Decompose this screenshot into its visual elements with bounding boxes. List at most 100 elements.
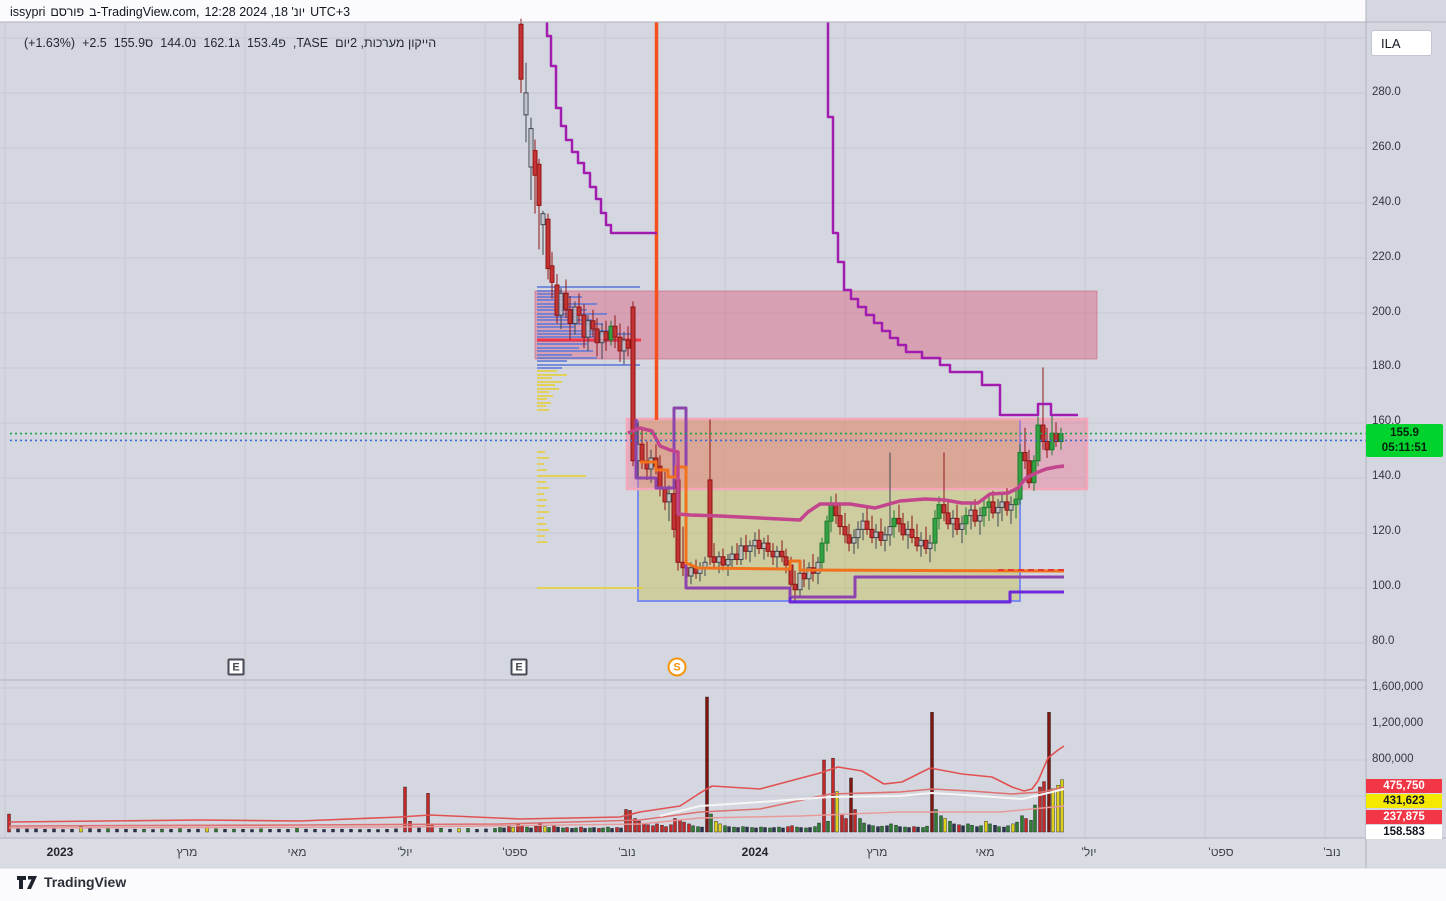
candle-body (558, 292, 564, 316)
attribution-site-link[interactable]: ב-TradingView.com, (89, 5, 200, 19)
candle-body (518, 23, 524, 80)
volume-bar (520, 825, 524, 833)
volume-indicator-label: 431,623 (1366, 794, 1442, 808)
volume-bar (403, 786, 407, 833)
legend-symbol-title[interactable]: הייקון מערכות, 2יום (335, 36, 437, 50)
candle-body (617, 336, 623, 352)
deep-purple-line (788, 590, 1064, 604)
candle-body (590, 320, 596, 330)
volume-bar (1020, 815, 1024, 833)
volume-bar (268, 829, 272, 833)
candle-body (909, 528, 915, 539)
volume-bar (673, 818, 677, 833)
volume-bar (727, 826, 731, 833)
volume-bar (939, 815, 943, 833)
price-tick-240.0: 240.0 (1372, 195, 1401, 208)
candle-body (545, 218, 551, 270)
volume-bar (597, 828, 601, 833)
time-label-ספט': ספט' (1208, 845, 1234, 859)
volume-bar (358, 829, 362, 833)
volume-bar (889, 823, 893, 833)
volume-bar (106, 827, 110, 833)
earnings-marker[interactable]: E (227, 658, 245, 676)
split-marker[interactable]: S (667, 657, 687, 677)
volume-bar (826, 821, 830, 833)
candle-body (896, 517, 902, 525)
volume-bar (525, 826, 529, 833)
volume-bar (426, 793, 430, 833)
candle-body (761, 542, 767, 550)
orange-line (640, 460, 1065, 573)
volume-bar (880, 825, 884, 833)
candle-body (639, 443, 645, 462)
volume-bar (903, 826, 907, 833)
volume-bar (322, 829, 326, 833)
candle-body (1022, 451, 1028, 462)
candle-body (878, 531, 884, 541)
volume-bar (160, 828, 164, 833)
pink-supply-box-low (625, 417, 1089, 491)
volume-bar (214, 828, 218, 833)
candle-body (941, 504, 947, 514)
volume-bar (799, 827, 803, 833)
time-label-מרץ: מרץ (176, 845, 198, 859)
candle-body (1035, 424, 1041, 462)
volume-bar (511, 827, 515, 833)
volume-bar (232, 828, 236, 833)
volume-bar (223, 829, 227, 833)
candle-body (995, 506, 1001, 514)
volume-bar (808, 827, 812, 833)
volume-bar (934, 809, 938, 833)
volume-bar (921, 827, 925, 833)
candle-body (963, 515, 969, 525)
volume-bar (561, 827, 565, 833)
candle-body (977, 515, 983, 522)
volume-bar (763, 827, 767, 833)
volume-bar (1033, 804, 1037, 833)
volume-bar (1006, 825, 1010, 833)
candle-body (752, 539, 758, 547)
volume-bar (867, 824, 871, 833)
candle-body (666, 493, 672, 503)
ticker-symbol: ILA (1381, 35, 1401, 51)
price-tick-120.0: 120.0 (1372, 525, 1401, 538)
volume-bar (376, 829, 380, 833)
candle-body (554, 284, 560, 316)
volume-bar (187, 829, 191, 833)
candle-body (576, 306, 582, 316)
volume-bar (862, 822, 866, 833)
volume-bar (871, 825, 875, 833)
volume-bar (286, 829, 290, 833)
candle-body (779, 550, 785, 558)
volume-bar (840, 813, 844, 833)
volume-bar (646, 824, 650, 833)
candle-body (837, 515, 843, 528)
purple-step-left (545, 22, 657, 235)
volume-bar (88, 828, 92, 833)
candle-body (540, 213, 546, 226)
time-label-מרץ: מרץ (866, 845, 888, 859)
volume-bar (714, 821, 718, 833)
violet-line (634, 406, 1064, 599)
volume-indicator-label: 475,750 (1366, 779, 1442, 793)
volume-bar (543, 826, 547, 833)
candle-body (887, 526, 893, 536)
volume-bar (669, 824, 673, 833)
time-label-יול': יול' (1081, 845, 1097, 859)
vol-ma-slow (8, 786, 1065, 827)
candle-body (914, 537, 920, 547)
time-label-2024: 2024 (741, 845, 769, 859)
volume-bar (858, 818, 862, 833)
candle-body (572, 306, 578, 324)
volume-bar (367, 829, 371, 833)
legend-high: ג162.1 (203, 36, 240, 50)
candle-body (1017, 451, 1023, 500)
volume-bar (583, 828, 587, 833)
tradingview-logo[interactable]: TradingView (16, 874, 126, 890)
candle-body (603, 331, 609, 341)
volume-bar (570, 828, 574, 833)
ticker-search-box[interactable]: ILA (1371, 30, 1432, 56)
earnings-marker[interactable]: E (510, 658, 528, 676)
volume-bar (507, 826, 511, 833)
